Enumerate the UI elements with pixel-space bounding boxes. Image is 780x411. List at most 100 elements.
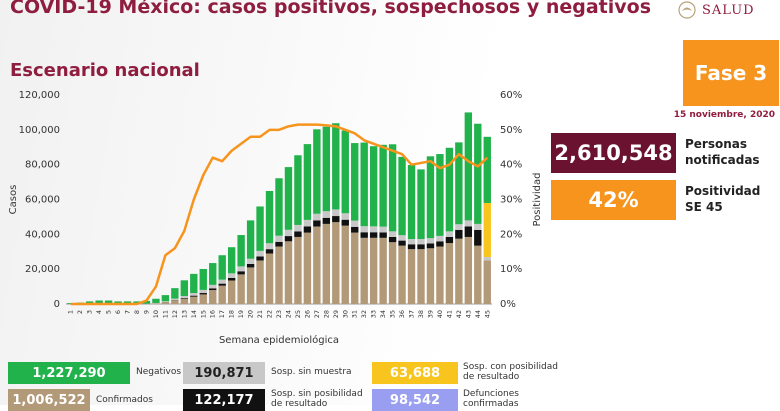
x-tick-label: 3 bbox=[86, 310, 94, 314]
x-tick-label: 1 bbox=[67, 310, 75, 314]
bar-sosp-sin-posibilidad bbox=[275, 242, 282, 247]
bar-sosp-sin-muestra bbox=[446, 231, 453, 237]
x-tick-label: 18 bbox=[228, 310, 236, 318]
x-tick-label: 17 bbox=[218, 310, 226, 318]
bar-confirmados bbox=[484, 260, 491, 304]
bar-negativos bbox=[474, 124, 481, 224]
bar-sosp-sin-posibilidad bbox=[379, 232, 386, 237]
x-tick-label: 23 bbox=[275, 310, 283, 318]
x-tick-label: 40 bbox=[436, 310, 444, 318]
x-tick-label: 9 bbox=[142, 310, 150, 314]
bar-confirmados bbox=[200, 294, 207, 304]
x-tick-label: 39 bbox=[426, 310, 434, 318]
bar-sosp-sin-muestra bbox=[304, 220, 311, 227]
x-tick-label: 11 bbox=[161, 310, 169, 318]
bar-confirmados bbox=[361, 238, 368, 304]
bar-sosp-sin-posibilidad bbox=[200, 293, 207, 294]
bar-sosp-sin-posibilidad bbox=[304, 227, 311, 233]
x-tick-label: 25 bbox=[294, 310, 302, 318]
bar-confirmados bbox=[285, 241, 292, 304]
x-tick-label: 2 bbox=[76, 310, 84, 314]
bar-sosp-sin-posibilidad bbox=[237, 271, 244, 274]
bar-confirmados bbox=[417, 249, 424, 304]
bar-sosp-sin-muestra bbox=[181, 296, 188, 298]
legend-negativos-label: Negativos bbox=[136, 367, 181, 377]
eagle-seal-icon bbox=[676, 0, 698, 20]
bar-sosp-sin-posibilidad bbox=[389, 237, 396, 242]
x-tick-label: 15 bbox=[199, 310, 207, 318]
bar-negativos bbox=[417, 169, 424, 239]
x-tick-label: 38 bbox=[417, 310, 425, 318]
x-tick-label: 42 bbox=[455, 310, 463, 318]
bar-confirmados bbox=[190, 297, 197, 304]
x-tick-label: 35 bbox=[389, 310, 397, 318]
x-tick-label: 6 bbox=[114, 310, 122, 314]
bar-sosp-sin-muestra bbox=[294, 225, 301, 231]
bar-negativos bbox=[171, 288, 178, 298]
bar-sosp-sin-posibilidad bbox=[370, 232, 377, 238]
bar-sosp-sin-muestra bbox=[361, 226, 368, 232]
bar-sosp-sin-posibilidad bbox=[361, 232, 368, 238]
legend-defunciones-label: Defunciones confirmadas bbox=[463, 389, 519, 409]
y-tick-label: 0 bbox=[54, 299, 60, 310]
bar-negativos bbox=[379, 145, 386, 227]
y-tick-label: 20,000 bbox=[25, 264, 60, 275]
bar-sosp-sin-posibilidad bbox=[465, 227, 472, 237]
legend-negativos-value: 1,227,290 bbox=[8, 362, 130, 384]
x-tick-label: 12 bbox=[171, 310, 179, 318]
bar-sosp-sin-posibilidad bbox=[313, 220, 320, 226]
bar-confirmados bbox=[313, 227, 320, 305]
bar-confirmados bbox=[219, 286, 226, 304]
page-subtitle: Escenario nacional bbox=[10, 60, 200, 81]
x-tick-label: 34 bbox=[379, 310, 387, 318]
bar-sosp-sin-muestra bbox=[436, 236, 443, 241]
bar-sosp-sin-posibilidad bbox=[446, 237, 453, 243]
positividad-label: Positividad SE 45 bbox=[685, 183, 760, 215]
bar-sosp-sin-muestra bbox=[313, 214, 320, 221]
bar-sosp-sin-muestra bbox=[332, 209, 339, 216]
bar-sosp-con-posibilidad bbox=[484, 203, 491, 257]
bar-sosp-sin-muestra bbox=[455, 224, 462, 230]
bar-sosp-sin-muestra bbox=[427, 238, 434, 243]
bar-sosp-sin-posibilidad bbox=[219, 284, 226, 286]
x-tick-label: 32 bbox=[360, 310, 368, 318]
legend-confirmados-value: 1,006,522 bbox=[8, 389, 90, 411]
bar-sosp-sin-muestra bbox=[465, 220, 472, 226]
y-tick-label: 60,000 bbox=[25, 195, 60, 206]
bar-confirmados bbox=[209, 290, 216, 304]
bar-negativos bbox=[237, 235, 244, 266]
x-tick-label: 37 bbox=[408, 310, 416, 318]
x-tick-label: 26 bbox=[303, 310, 311, 318]
bar-sosp-sin-posibilidad bbox=[190, 296, 197, 297]
bar-negativos bbox=[228, 247, 235, 273]
x-tick-label: 29 bbox=[332, 310, 340, 318]
y2-tick-label: 40% bbox=[500, 160, 522, 171]
bar-sosp-sin-muestra bbox=[237, 266, 244, 271]
bar-negativos bbox=[190, 274, 197, 293]
y2-tick-label: 20% bbox=[500, 229, 522, 240]
report-date: 15 noviembre, 2020 bbox=[630, 110, 775, 120]
bar-sosp-sin-muestra bbox=[417, 239, 424, 244]
y2-tick-label: 60% bbox=[500, 90, 522, 101]
legend-sosp-sin-posibilidad-value: 122,177 bbox=[183, 389, 265, 411]
bar-negativos bbox=[256, 206, 263, 250]
bar-confirmados bbox=[247, 267, 254, 304]
legend-sosp-sin-muestra-label: Sosp. sin muestra bbox=[271, 367, 352, 377]
legend-sosp-con-posibilidad-value: 63,688 bbox=[372, 362, 458, 384]
y-tick-label: 100,000 bbox=[19, 125, 60, 136]
bar-negativos bbox=[313, 129, 320, 213]
bar-negativos bbox=[209, 263, 216, 285]
bar-negativos bbox=[304, 144, 311, 220]
personas-notificadas-value: 2,610,548 bbox=[551, 133, 676, 173]
bar-negativos bbox=[162, 295, 169, 301]
legend-sosp-sin-posibilidad-label: Sosp. sin posibilidad de resultado bbox=[271, 389, 363, 409]
salud-logo: SALUD bbox=[676, 0, 780, 20]
y2-axis-title: Positividad bbox=[532, 173, 543, 227]
bar-sosp-sin-muestra bbox=[379, 227, 386, 233]
x-tick-label: 4 bbox=[95, 310, 103, 314]
x-tick-label: 19 bbox=[237, 310, 245, 318]
bar-negativos bbox=[484, 137, 491, 203]
bar-negativos bbox=[247, 220, 254, 258]
bar-sosp-sin-posibilidad bbox=[266, 249, 273, 253]
legend-defunciones-line1: Defunciones bbox=[463, 389, 519, 399]
